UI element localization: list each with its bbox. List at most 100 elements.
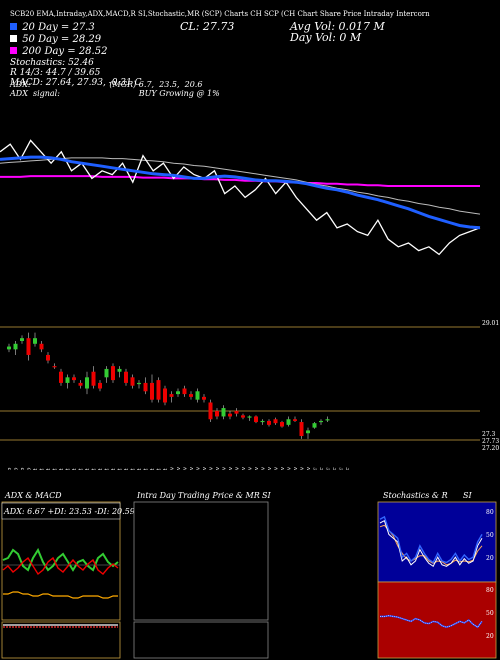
- date-label: 01 Nov: [170, 466, 176, 470]
- date-label: 14 Oct: [92, 468, 98, 470]
- legend-swatch-ema200: [10, 47, 17, 54]
- date-label: 23 Nov: [274, 466, 280, 470]
- candle-body: [241, 415, 245, 418]
- candle-body: [247, 416, 252, 418]
- adx-panel-frame: [1, 501, 121, 621]
- day-vol-label: Day Vol: 0 M: [290, 31, 362, 44]
- price-label-low-b: 27.73: [482, 438, 499, 445]
- rsi-text: R 14/3: 44.7 / 39.65: [10, 68, 101, 78]
- candle-body: [78, 382, 83, 386]
- candle-body: [195, 391, 200, 400]
- candle-body: [13, 343, 18, 350]
- rsi-tick-20: 20: [486, 633, 494, 640]
- candle-body: [215, 410, 219, 417]
- candle-body: [156, 380, 161, 400]
- date-label: 18 Nov: [254, 466, 260, 470]
- candle-body: [254, 416, 258, 423]
- candle-body: [52, 366, 57, 368]
- date-label: 03 Dec: [326, 468, 332, 471]
- candle-body: [228, 413, 232, 417]
- adx-panel-title: ADX & MACD: [5, 491, 62, 500]
- stoch-d-line: [379, 524, 483, 566]
- date-label: 29 Sep: [20, 467, 26, 470]
- ema20-line: [0, 155, 481, 230]
- stoch-panel-tag: SI: [463, 491, 472, 500]
- candle-body: [273, 419, 278, 424]
- candle-body: [260, 420, 265, 423]
- candle-body: [163, 388, 167, 403]
- candle-body: [65, 377, 70, 383]
- date-label: 29 Oct: [163, 468, 169, 470]
- date-label: 19 Oct: [111, 468, 117, 470]
- close-line: [0, 139, 481, 256]
- candle-body: [286, 419, 291, 425]
- date-label: 26 Nov: [293, 466, 299, 470]
- candle-body: [137, 382, 141, 385]
- adx-lines: [2, 547, 119, 599]
- candle-body: [267, 420, 271, 425]
- intraday-panel-frame: [133, 501, 269, 621]
- price-label-low-a: 27.3: [482, 431, 496, 438]
- candle-body: [104, 368, 109, 378]
- candle-body: [325, 419, 330, 421]
- legend-swatch-ema50: [10, 35, 17, 42]
- macd-lines: [3, 624, 118, 628]
- legend-ema20: 20 Day = 27.3: [10, 22, 95, 33]
- date-label: 22 Nov: [267, 466, 273, 470]
- candle-body: [182, 388, 187, 395]
- legend-text-ema20: 20 Day = 27.3: [22, 22, 95, 33]
- candle-body: [234, 410, 239, 414]
- candle-body: [59, 371, 63, 383]
- date-label: 28 Sep: [14, 467, 20, 470]
- candle-body: [293, 419, 297, 421]
- date-label: 25 Nov: [287, 466, 293, 470]
- date-label: 26 Oct: [144, 468, 150, 470]
- candle-body: [169, 394, 174, 397]
- date-label: 01 Dec: [313, 468, 319, 471]
- candle-body: [39, 343, 44, 350]
- date-label: 15 Nov: [235, 466, 241, 470]
- date-label: 29 Nov: [300, 466, 306, 470]
- date-label: 09 Nov: [209, 466, 215, 470]
- stoch-k-line: [379, 519, 483, 568]
- candle-body: [306, 430, 310, 434]
- candle-body: [111, 366, 115, 381]
- legend-swatch-ema20: [10, 23, 17, 30]
- stoch-panel-title: Stochastics & R: [383, 491, 448, 500]
- minus-di-line: [2, 556, 119, 576]
- candle-body: [176, 391, 180, 395]
- date-label: 06 Dec: [332, 468, 338, 471]
- date-label: 27 Oct: [150, 468, 156, 470]
- close-label: CL: 27.73: [180, 20, 235, 33]
- date-label: 04 Nov: [189, 466, 195, 470]
- adx-line: [3, 591, 118, 599]
- candle-body: [26, 338, 31, 355]
- date-label: 10 Nov: [215, 466, 221, 470]
- date-label: 06 Oct: [53, 468, 59, 470]
- date-label: 05 Oct: [46, 468, 52, 470]
- macd-text: MACD: 27.64, 27.93, -0.31 C: [10, 78, 142, 88]
- candle-body: [7, 346, 11, 350]
- adx-text: ADX: (MGR) 6.7, 23.5, 20.6: [10, 80, 203, 89]
- date-label: 19 Nov: [261, 466, 267, 470]
- price-label-low-c: 27.20: [482, 445, 499, 452]
- date-label: 28 Oct: [157, 468, 163, 470]
- candle-body: [189, 394, 193, 397]
- lower-panels: ADX: 6.67 +DI: 23.53 -DI: 20.59 80 50 20…: [1, 501, 497, 659]
- date-label: 02 Dec: [319, 468, 325, 471]
- candle-body: [221, 408, 226, 417]
- intraday-panel-tag: SI: [262, 491, 271, 500]
- avg-vol-label: Avg Vol: 0.017 M: [290, 20, 385, 33]
- candle-body: [117, 368, 122, 372]
- main-chart: 29.01 27.3 27.73 27.20 27 Sep28 Sep29 Se…: [0, 139, 499, 471]
- rsi-lines: [380, 614, 483, 629]
- date-label: 12 Oct: [79, 468, 85, 470]
- macd-panel-frame: [1, 621, 121, 659]
- date-label: 13 Oct: [85, 468, 91, 470]
- adx-value-text: ADX: 6.67 +DI: 23.53 -DI: 20.59: [3, 507, 135, 516]
- date-label: 01 Oct: [33, 468, 39, 470]
- ema200-line: [0, 175, 480, 187]
- date-label: 08 Dec: [345, 468, 351, 471]
- candle-body: [130, 377, 135, 386]
- candle-body: [319, 420, 323, 423]
